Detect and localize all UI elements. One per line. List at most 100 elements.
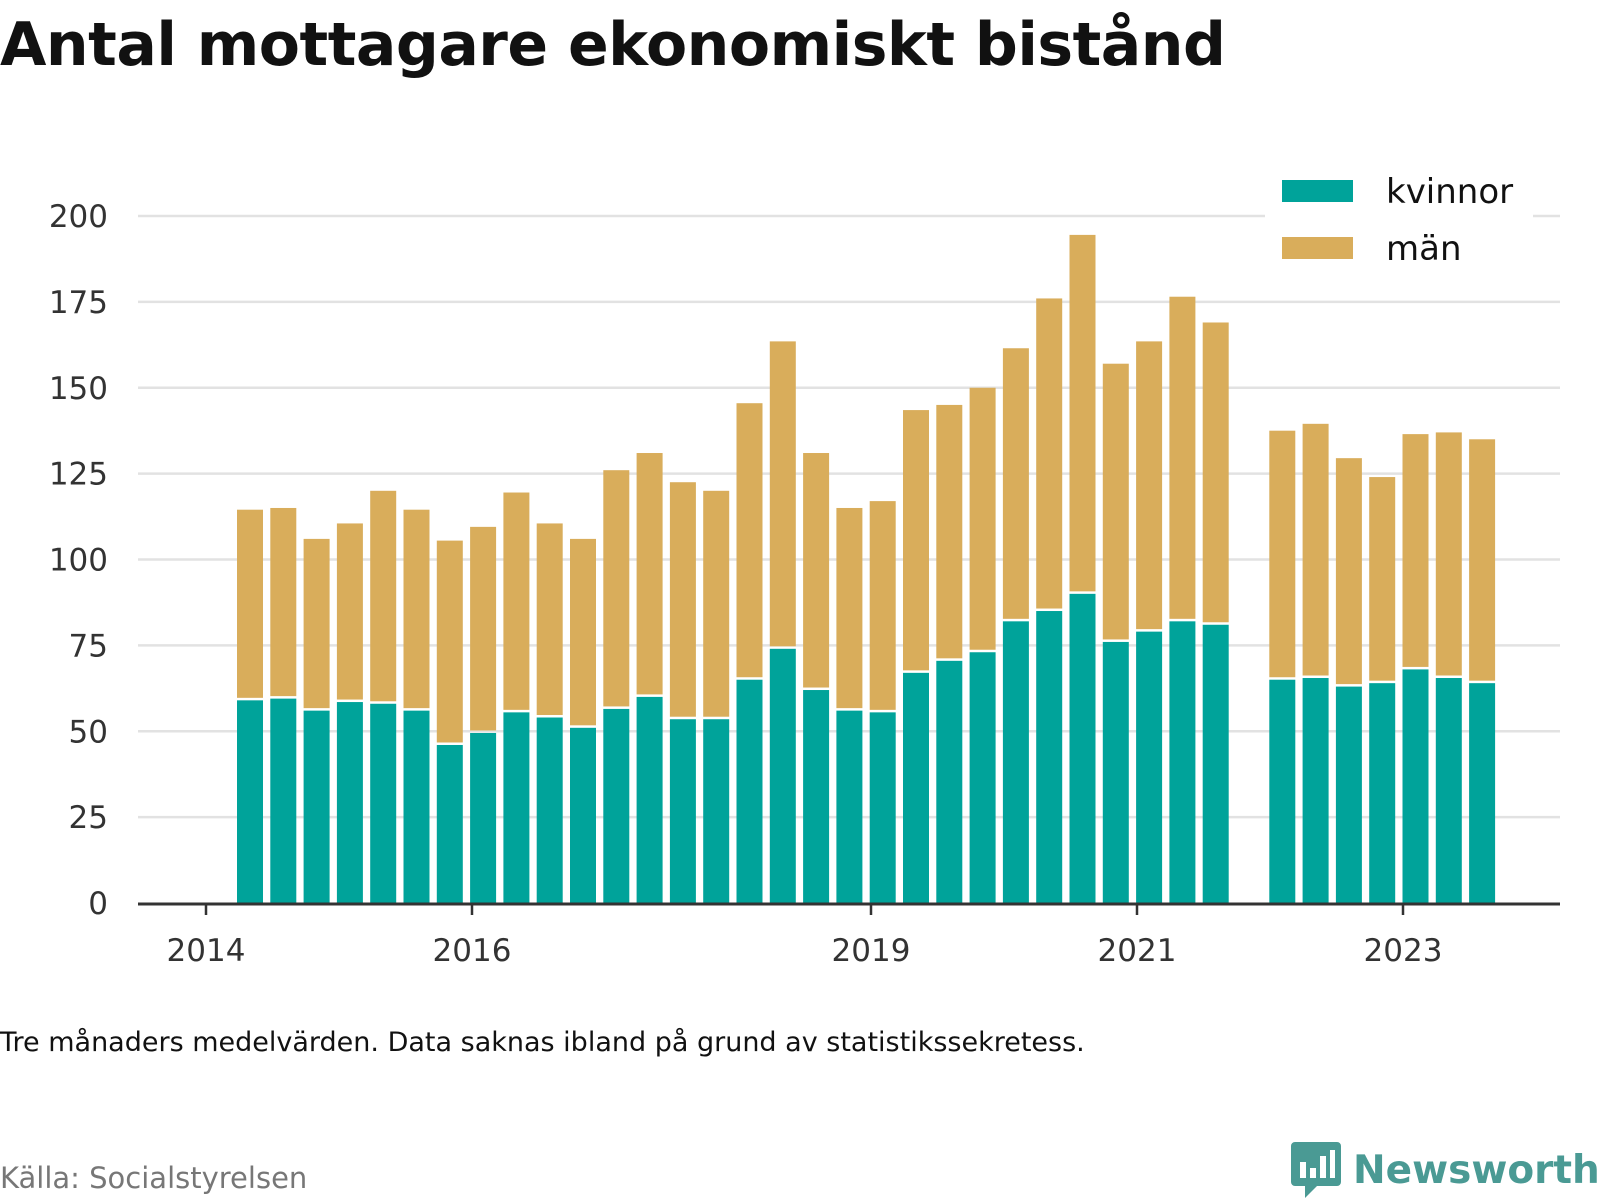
x-tick-label: 2023 (1364, 933, 1443, 969)
newsworthy-logo-icon (1291, 1142, 1341, 1198)
legend-swatch (1282, 180, 1353, 202)
bar-kvinnor (370, 703, 397, 903)
bar-man (769, 341, 796, 647)
x-tick-label: 2014 (167, 933, 246, 969)
bar-group (1469, 439, 1496, 903)
bar-man (603, 470, 630, 707)
bar-kvinnor (1102, 641, 1129, 903)
bar-man (1169, 296, 1196, 619)
bar-kvinnor (769, 648, 796, 903)
bar-group (869, 501, 896, 903)
bar-group (370, 490, 397, 903)
bar-man (903, 410, 929, 671)
y-tick-label: 50 (69, 714, 108, 750)
bar-group (336, 523, 363, 903)
bar-kvinnor (1302, 678, 1329, 903)
bar-kvinnor (1469, 683, 1496, 903)
bar-group (470, 526, 497, 903)
bar-kvinnor (470, 732, 497, 903)
bar-group (436, 540, 463, 903)
y-tick-label: 75 (69, 628, 108, 664)
bar-group (403, 509, 430, 903)
bar-group (1335, 458, 1362, 903)
bar-kvinnor (936, 660, 963, 903)
bar-group (736, 403, 763, 903)
bar-kvinnor (1136, 631, 1163, 903)
legend-label: kvinnor (1386, 172, 1513, 212)
y-tick-label: 175 (49, 285, 108, 321)
bar-group (803, 453, 830, 903)
y-tick-label: 200 (49, 199, 108, 235)
bar-group (603, 470, 630, 903)
legend-label: män (1386, 229, 1462, 269)
bar-man (1102, 363, 1129, 640)
bar-kvinnor (1402, 669, 1429, 903)
x-tick-label: 2016 (433, 933, 512, 969)
bar-group (1269, 430, 1296, 903)
bar-kvinnor (736, 679, 763, 903)
legend-swatch (1282, 237, 1353, 259)
bar-kvinnor (1269, 679, 1296, 903)
bar-kvinnor (1169, 621, 1196, 903)
bar-group (1402, 434, 1429, 903)
bar-group (1136, 341, 1163, 903)
bar-man (237, 509, 263, 698)
bar-kvinnor (403, 710, 430, 903)
bar-group (237, 509, 263, 903)
chart-note: Tre månaders medelvärden. Data saknas ib… (0, 1027, 1085, 1058)
bar-man (436, 540, 463, 743)
bar-group (1036, 298, 1063, 903)
bar-kvinnor (969, 652, 996, 903)
bar-kvinnor (570, 727, 596, 903)
bar-man (1435, 432, 1462, 676)
bar-man (470, 526, 497, 731)
bar-group (1369, 477, 1396, 903)
bar-group (536, 523, 563, 903)
bar-man (1402, 434, 1429, 667)
bar-group (936, 404, 963, 903)
bar-man (1036, 298, 1063, 609)
bar-group (503, 492, 530, 903)
bar-man (536, 523, 563, 716)
bar-kvinnor (536, 717, 563, 903)
bar-group (1435, 432, 1462, 903)
chart-title: Antal mottagare ekonomiskt bistånd (0, 10, 1226, 80)
bar-kvinnor (703, 719, 730, 903)
bar-group (1169, 296, 1196, 903)
bar-man (1469, 439, 1496, 681)
source-text: Källa: Socialstyrelsen (0, 1161, 308, 1195)
bar-kvinnor (1435, 678, 1462, 903)
legend: kvinnor män (1265, 170, 1533, 269)
bar-kvinnor (1069, 593, 1096, 903)
bar-man (503, 492, 530, 710)
bar-man (303, 538, 330, 709)
y-tick-label: 25 (69, 800, 108, 836)
bar-man (1069, 234, 1096, 592)
bar-kvinnor (1036, 611, 1063, 903)
y-axis-labels: 0 25 50 75 100 125 150 175 200 (49, 199, 108, 922)
bar-kvinnor (436, 744, 463, 903)
bar-group (303, 538, 330, 903)
bar-man (836, 507, 863, 709)
bar-kvinnor (603, 708, 630, 903)
bar-group (570, 538, 596, 903)
bar-man (669, 482, 696, 717)
bar-group (969, 387, 996, 903)
bar-man (336, 523, 363, 700)
bar-man (1369, 477, 1396, 681)
bar-group (903, 410, 929, 903)
bars (237, 234, 1496, 903)
bar-group (1069, 234, 1096, 903)
x-tick-label: 2021 (1098, 933, 1177, 969)
bar-group (1002, 348, 1029, 903)
bar-man (270, 507, 297, 697)
y-tick-label: 150 (49, 371, 108, 407)
bar-kvinnor (237, 700, 263, 903)
bar-group (270, 507, 297, 903)
y-tick-label: 125 (49, 457, 108, 493)
bar-man (403, 509, 430, 709)
brand-name: Newsworthy (1353, 1147, 1600, 1193)
bar-kvinnor (836, 710, 863, 903)
bar-kvinnor (903, 672, 929, 903)
